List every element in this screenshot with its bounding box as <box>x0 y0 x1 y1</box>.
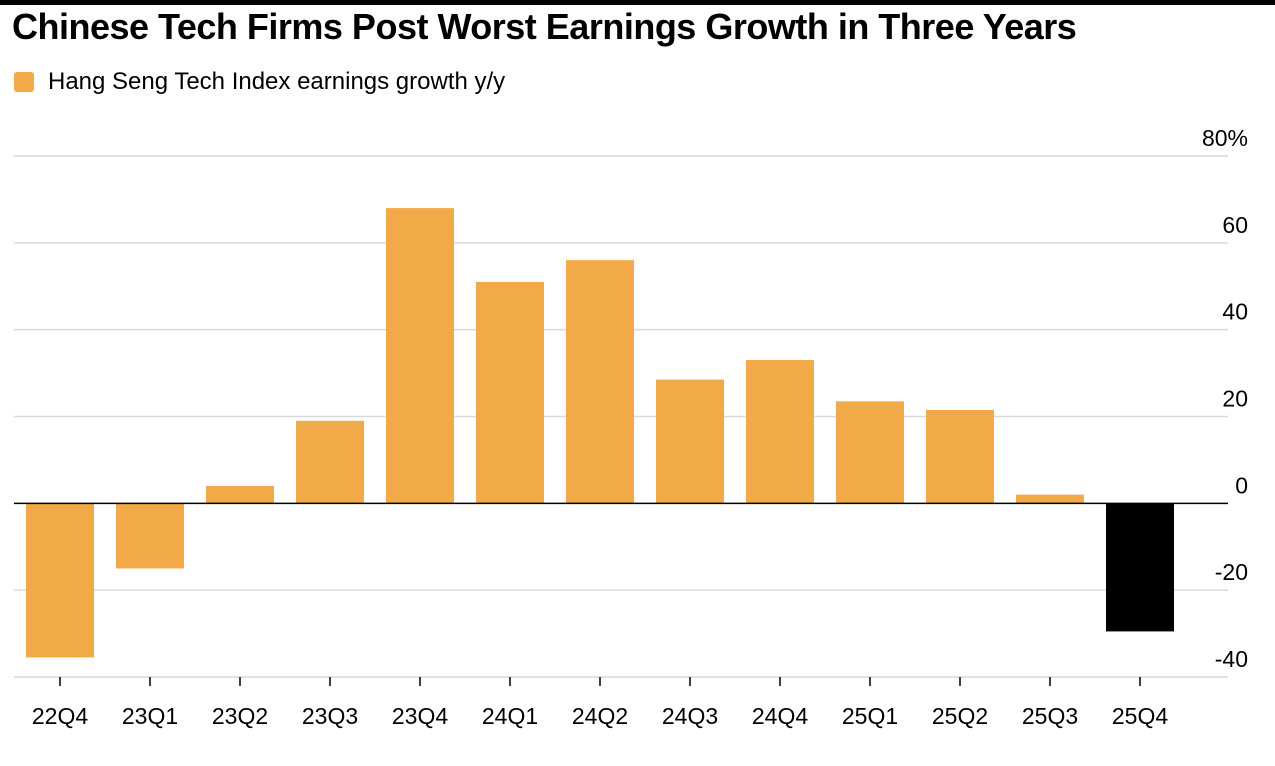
y-tick-label: 80% <box>1202 125 1248 151</box>
chart-title: Chinese Tech Firms Post Worst Earnings G… <box>12 6 1077 47</box>
x-tick-label: 24Q3 <box>662 703 718 729</box>
y-tick-label: 20 <box>1222 386 1248 412</box>
bar-25q2 <box>926 409 994 504</box>
x-tick-label: 24Q4 <box>752 703 808 729</box>
x-tick-label: 25Q3 <box>1022 703 1078 729</box>
bar-24q2 <box>566 260 634 504</box>
x-tick-label: 23Q1 <box>122 703 178 729</box>
x-tick-label: 24Q2 <box>572 703 628 729</box>
x-tick-label: 23Q2 <box>212 703 268 729</box>
y-tick-label: -40 <box>1215 646 1248 672</box>
x-tick-label: 23Q4 <box>392 703 448 729</box>
bar-23q4 <box>386 208 454 504</box>
top-rule <box>0 0 1275 5</box>
x-tick-label: 24Q1 <box>482 703 538 729</box>
bar-25q1 <box>836 401 904 504</box>
legend-swatch <box>14 72 34 92</box>
x-tick-label: 23Q3 <box>302 703 358 729</box>
bar-23q1 <box>116 503 184 569</box>
y-tick-label: 60 <box>1222 212 1248 238</box>
y-tick-label: 0 <box>1235 472 1248 498</box>
bar-24q1 <box>476 281 544 504</box>
legend: Hang Seng Tech Index earnings growth y/y <box>14 68 505 96</box>
x-tick-label: 25Q1 <box>842 703 898 729</box>
legend-label: Hang Seng Tech Index earnings growth y/y <box>48 68 506 95</box>
y-tick-label: -20 <box>1215 559 1248 585</box>
y-tick-label: 40 <box>1222 299 1248 325</box>
bar-25q3 <box>1016 494 1084 504</box>
bar-22q4 <box>26 503 94 658</box>
bar-23q2 <box>206 485 274 504</box>
bar-23q3 <box>296 420 364 504</box>
bar-24q4 <box>746 360 814 504</box>
x-tick-label: 25Q2 <box>932 703 988 729</box>
bar-24q3 <box>656 379 724 504</box>
bar-25q4 <box>1106 503 1174 632</box>
x-tick-label: 22Q4 <box>32 703 88 729</box>
x-tick-label: 25Q4 <box>1112 703 1168 729</box>
